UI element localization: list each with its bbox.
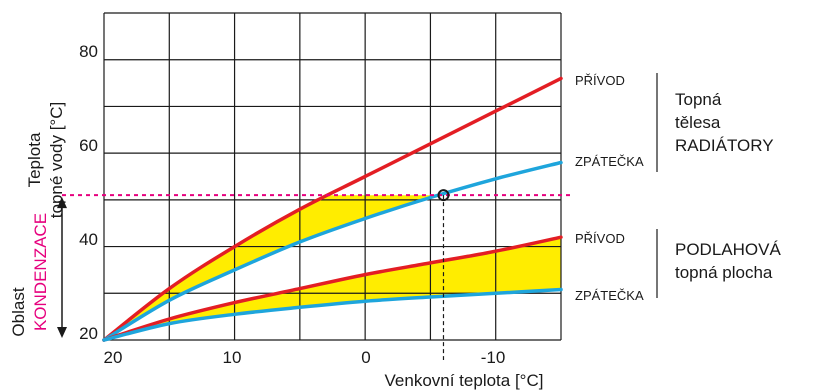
series-label-radiator-supply: PŘÍVOD xyxy=(575,73,625,88)
series-line-floor-supply xyxy=(102,235,563,342)
y-tick-label: 60 xyxy=(79,136,98,155)
x-tick-label: 20 xyxy=(104,348,123,367)
group-label-floor-line2: topná plocha xyxy=(675,263,773,282)
condensation-fill-area xyxy=(107,237,562,340)
series-label-floor-return: ZPÁTEČKA xyxy=(575,288,644,303)
condensation-label-line2: KONDENZACE xyxy=(31,213,50,331)
condensation-layer xyxy=(57,189,572,360)
group-label-radiators-line1: Topná xyxy=(675,90,722,109)
x-axis-title: Venkovní teplota [°C] xyxy=(385,371,544,390)
condensation-arrow-head-down xyxy=(57,327,67,338)
series-label-floor-supply: PŘÍVOD xyxy=(575,231,625,246)
group-label-floor-line1: PODLAHOVÁ xyxy=(675,240,781,259)
condensation-fill-area xyxy=(107,195,438,338)
condensation-marker-circle xyxy=(437,189,450,202)
group-label-radiators-line2: tělesa xyxy=(675,113,721,132)
x-tick-label: 0 xyxy=(361,348,370,367)
x-tick-label: 10 xyxy=(223,348,242,367)
y-axis-title-line2: topné vody [°C] xyxy=(47,102,66,218)
group-label-radiators-line3: RADIÁTORY xyxy=(675,136,774,155)
series-line-floor-return xyxy=(102,287,563,342)
x-tick-label: -10 xyxy=(481,348,506,367)
condensation-arrow-head-up xyxy=(57,197,67,209)
condensation-fill-areas xyxy=(107,195,562,340)
condensation-label-line1: Oblast xyxy=(9,287,28,336)
y-tick-label: 80 xyxy=(79,42,98,61)
series-line-radiator-return xyxy=(102,160,563,342)
y-tick-label: 40 xyxy=(79,230,98,249)
y-axis-title-line1: Teplota xyxy=(25,132,44,187)
y-tick-label: 20 xyxy=(79,324,98,343)
series-label-radiator-return: ZPÁTEČKA xyxy=(575,154,644,169)
